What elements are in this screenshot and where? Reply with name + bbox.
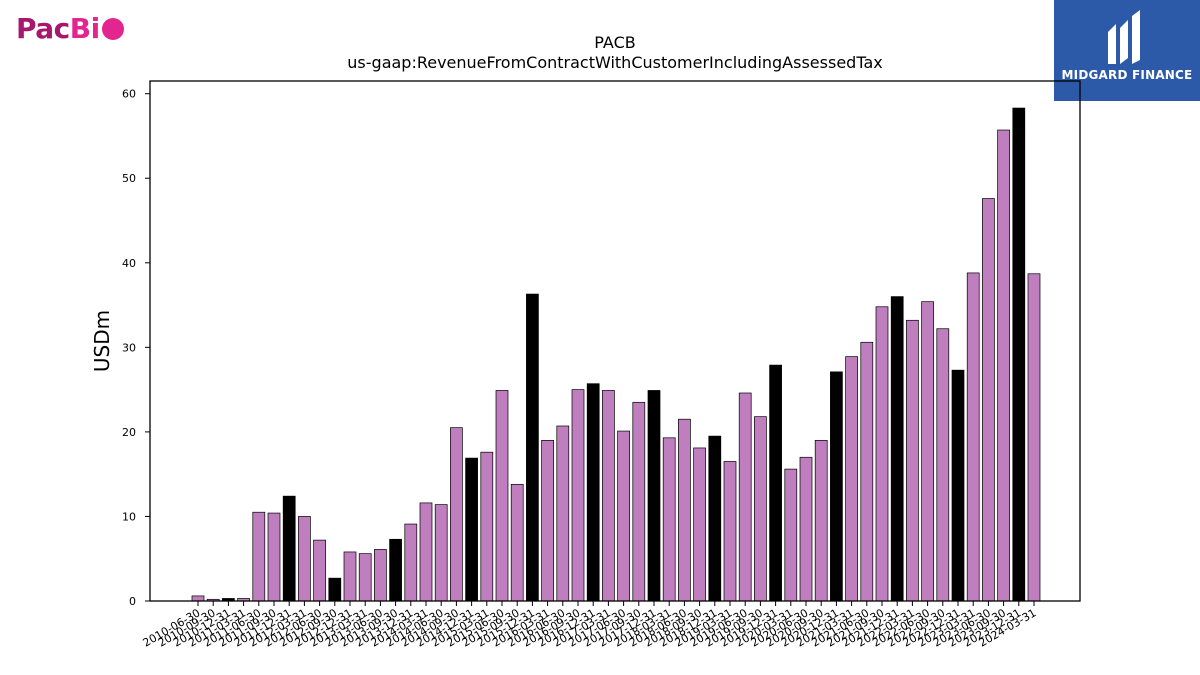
bar-2014-12-31 [465, 457, 478, 602]
bar-2013-12-31 [404, 523, 418, 602]
chart-title: PACB [594, 33, 635, 52]
y-tick-label: 10 [122, 510, 136, 523]
bar-2018-12-31 [708, 435, 722, 602]
bar-2016-09-30 [571, 389, 585, 602]
bar-2011-09-30 [267, 512, 281, 602]
bar-2016-12-31 [586, 383, 600, 602]
bar-2022-06-30 [921, 301, 934, 602]
y-tick-label: 0 [129, 595, 136, 608]
midgard-emblem-icon [1108, 10, 1140, 64]
y-tick-label: 20 [122, 426, 136, 439]
bar-2014-06-30 [434, 504, 448, 602]
bar-2010-06-30 [191, 595, 205, 602]
bar-2015-06-30 [495, 390, 509, 602]
bar-2020-09-30 [814, 440, 828, 602]
pacbio-logo: PacBi [16, 12, 124, 45]
bar-2023-09-30 [997, 129, 1010, 602]
logo-dot-icon [101, 18, 124, 40]
bar-2022-09-30 [936, 328, 950, 602]
bar-2021-09-30 [875, 306, 889, 602]
plot-frame [149, 80, 1081, 602]
bar-2014-03-31 [419, 502, 433, 602]
y-tick-label: 30 [122, 341, 136, 354]
bar-2012-03-31 [298, 516, 311, 602]
bar-2011-12-31 [282, 495, 296, 602]
bar-2012-09-30 [328, 577, 342, 602]
y-axis-label: USDm [90, 310, 114, 372]
bar-2017-06-30 [617, 430, 630, 602]
bar-2017-12-31 [647, 390, 661, 602]
bar-2021-03-31 [845, 356, 858, 602]
bar-2015-03-31 [480, 451, 494, 602]
bar-2022-12-31 [951, 369, 965, 602]
bar-2015-12-31 [526, 293, 539, 602]
logo-text-part2: Bi [69, 12, 100, 45]
logo-brand-text: MIDGARD FINANCE [1061, 68, 1193, 82]
bar-2014-09-30 [450, 427, 463, 602]
bar-2016-06-30 [556, 425, 570, 602]
bar-2011-06-30 [252, 511, 266, 602]
bar-2019-06-30 [738, 392, 752, 602]
bar-2017-03-31 [602, 390, 615, 602]
bar-2019-12-31 [769, 364, 782, 602]
bar-2013-09-30 [389, 538, 402, 602]
bar-2020-12-31 [830, 371, 843, 602]
bar-2013-03-31 [358, 553, 372, 602]
y-tick-label: 40 [122, 257, 136, 270]
bar-2024-03-31 [1027, 273, 1041, 602]
bar-2023-03-31 [966, 272, 980, 602]
bar-2012-06-30 [313, 539, 326, 602]
bar-2018-09-30 [693, 447, 706, 602]
bar-2016-03-31 [541, 440, 554, 602]
bar-2013-06-30 [374, 549, 387, 602]
bar-2020-03-31 [784, 468, 798, 602]
y-tick-label: 60 [122, 88, 136, 101]
logo-text-part1: Pac [16, 12, 70, 45]
bar-2018-06-30 [678, 418, 691, 602]
bar-2021-12-31 [890, 296, 904, 602]
bar-2020-06-30 [799, 456, 813, 602]
bar-2019-03-31 [723, 461, 737, 602]
bar-2021-06-30 [860, 341, 874, 602]
bar-2012-12-31 [343, 551, 357, 602]
y-tick-label: 50 [122, 172, 136, 185]
chart-subtitle: us-gaap:RevenueFromContractWithCustomerI… [347, 53, 882, 72]
bar-2018-03-31 [662, 437, 676, 602]
bar-2017-09-30 [632, 401, 646, 602]
bar-2023-12-31 [1012, 107, 1026, 602]
bar-2019-09-30 [754, 416, 767, 602]
bar-2022-03-31 [906, 319, 919, 602]
midgard-finance-logo: MIDGARD FINANCE [1054, 0, 1200, 101]
bar-2015-09-30 [510, 483, 524, 602]
bar-2023-06-30 [982, 198, 995, 602]
